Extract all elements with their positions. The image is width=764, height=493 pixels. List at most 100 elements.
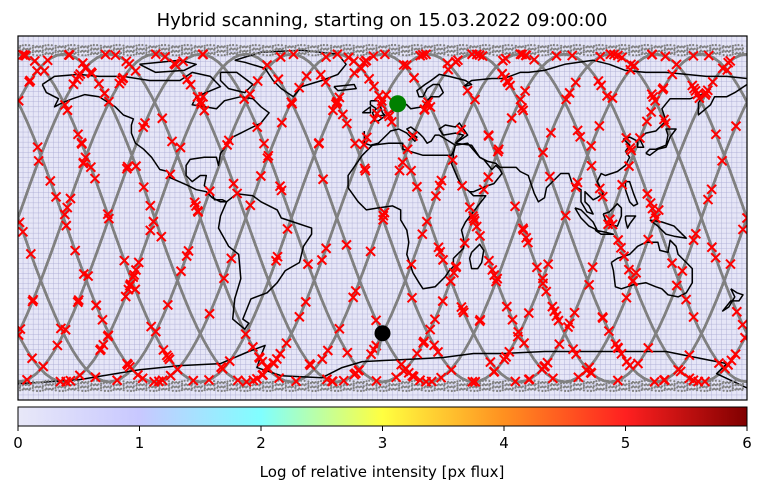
polar-dot	[524, 46, 527, 49]
polar-dot	[307, 389, 310, 392]
scan-point	[342, 347, 353, 358]
polar-dot	[638, 53, 641, 57]
polar-dot	[682, 386, 685, 389]
polar-dot	[371, 44, 374, 47]
scan-point	[251, 373, 263, 385]
polar-dot	[388, 53, 391, 56]
scan-point	[97, 314, 108, 326]
polar-dot	[443, 48, 446, 52]
polar-dot	[173, 381, 176, 384]
scan-point	[551, 50, 562, 62]
polar-dot	[695, 48, 699, 52]
polar-dot	[669, 43, 672, 47]
polar-dot	[135, 53, 138, 56]
polar-dot	[497, 46, 500, 49]
coastline	[624, 215, 637, 229]
polar-dot	[673, 380, 676, 383]
polar-dot	[468, 46, 472, 49]
polar-dot	[152, 389, 155, 393]
polar-dot	[322, 48, 325, 51]
polar-dot	[407, 382, 410, 385]
polar-dot	[226, 389, 229, 392]
scan-point	[403, 367, 414, 379]
polar-dot	[212, 44, 216, 47]
scan-point	[99, 88, 110, 99]
polar-dot	[598, 48, 601, 51]
polar-dot	[77, 380, 80, 383]
polar-dot	[73, 44, 76, 47]
polar-dot	[99, 386, 103, 390]
polar-dot	[737, 388, 740, 391]
polar-dot	[527, 48, 530, 51]
scan-point	[547, 373, 559, 384]
polar-dot	[82, 46, 86, 49]
scan-point	[628, 60, 640, 71]
polar-dot	[226, 382, 229, 385]
scan-point	[424, 324, 436, 335]
polar-dot	[258, 44, 261, 47]
polar-dot	[481, 379, 484, 382]
scan-point	[166, 136, 178, 147]
scan-point	[616, 52, 628, 63]
polar-dot	[309, 46, 312, 49]
scan-point	[371, 108, 383, 119]
polar-dot	[560, 49, 563, 52]
polar-dot	[44, 388, 47, 391]
scan-point	[645, 106, 657, 118]
polar-dot	[552, 388, 555, 391]
scan-point	[703, 50, 715, 61]
polar-dot	[239, 44, 242, 48]
polar-dot	[643, 384, 646, 387]
scan-point	[564, 87, 575, 99]
scan-point	[612, 342, 623, 353]
polar-dot	[262, 385, 265, 388]
scan-point	[221, 139, 233, 151]
polar-dot	[31, 44, 35, 47]
polar-dot	[102, 382, 105, 385]
polar-dot	[300, 48, 303, 51]
scan-point	[671, 59, 682, 70]
polar-dot	[183, 384, 186, 387]
scan-point	[73, 70, 84, 82]
polar-dot	[135, 382, 138, 385]
polar-dot	[560, 44, 563, 47]
polar-dot	[47, 383, 50, 387]
scan-point	[228, 178, 239, 189]
polar-dot	[337, 389, 340, 393]
polar-dot	[316, 46, 319, 49]
polar-dot	[113, 47, 116, 50]
scan-point	[114, 78, 125, 89]
polar-dot	[326, 48, 329, 51]
polar-dot	[271, 44, 275, 48]
polar-dot	[89, 53, 92, 56]
polar-dot	[138, 43, 141, 47]
polar-dot	[24, 43, 27, 47]
scan-point	[643, 342, 654, 354]
polar-dot	[416, 384, 419, 387]
polar-dot	[181, 387, 184, 390]
polar-dot	[560, 380, 563, 383]
scan-point	[468, 213, 480, 224]
polar-dot	[82, 50, 86, 53]
scan-point	[459, 237, 470, 249]
polar-dot	[206, 384, 209, 387]
scan-point	[666, 257, 678, 269]
polar-dot	[575, 383, 578, 387]
polar-dot	[673, 387, 676, 390]
polar-dot	[175, 54, 178, 57]
polar-dot	[269, 54, 272, 57]
polar-dot	[453, 389, 456, 392]
scan-point	[426, 376, 437, 387]
polar-dot	[297, 52, 300, 56]
polar-dot	[203, 387, 206, 390]
polar-dot	[741, 388, 744, 391]
polar-dot	[24, 383, 27, 387]
polar-dot	[601, 44, 604, 47]
polar-dot	[368, 388, 371, 391]
scan-point	[189, 197, 200, 208]
scan-point	[24, 76, 35, 88]
polar-dot	[449, 46, 452, 49]
polar-dot	[186, 43, 189, 47]
polar-dot	[592, 386, 595, 389]
polar-dot	[524, 386, 527, 390]
